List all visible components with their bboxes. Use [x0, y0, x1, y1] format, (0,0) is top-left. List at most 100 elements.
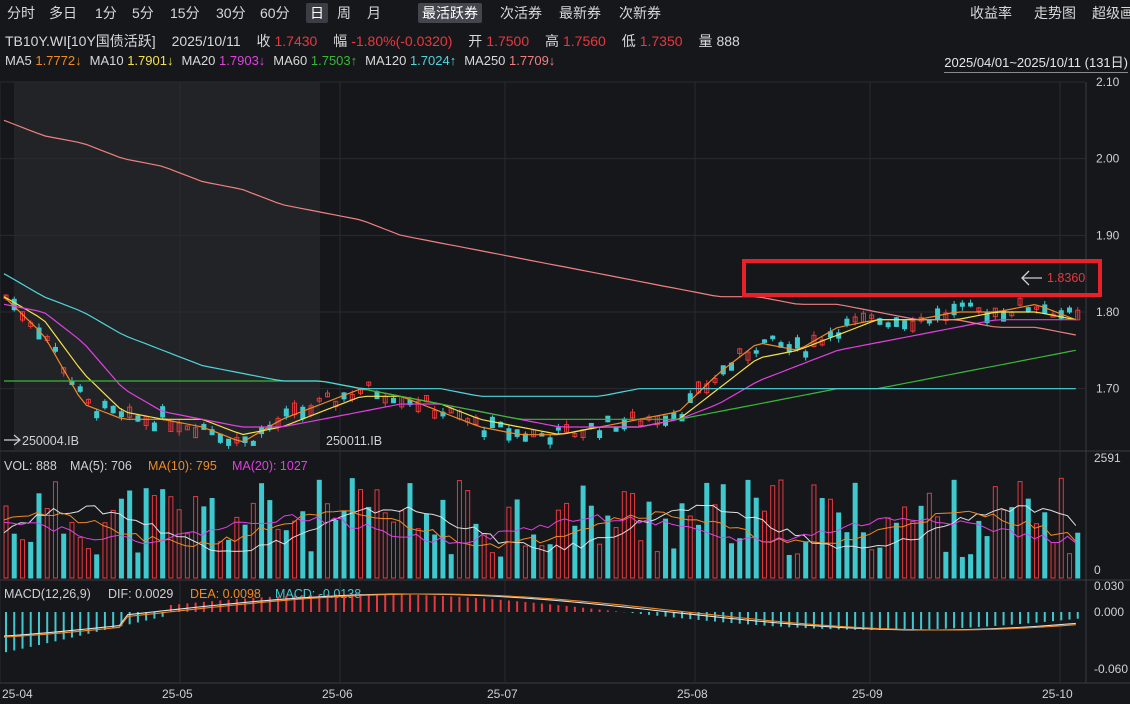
- volume-ma5: MA(5): 706: [70, 459, 132, 473]
- candle-body: [102, 400, 108, 409]
- ma-legend-ma120: MA120 1.7024↑: [365, 53, 457, 68]
- volume-bar: [646, 501, 652, 579]
- volume-bar: [473, 523, 479, 579]
- low-value: 1.7350: [639, 33, 683, 49]
- volume-bar: [481, 533, 487, 579]
- candle-body: [770, 335, 776, 340]
- volume-bar: [728, 543, 734, 579]
- volume-ma-line: [3, 514, 1077, 545]
- volume-bar: [959, 556, 965, 579]
- candle-body: [110, 405, 116, 414]
- volume-bar: [943, 551, 949, 579]
- candle-body: [481, 430, 487, 438]
- candle-body: [374, 391, 380, 400]
- volume-bar: [992, 486, 998, 579]
- volume-bar: [786, 554, 792, 579]
- volume-bar: [52, 481, 58, 579]
- bond-group-tab-2[interactable]: 最新券: [559, 5, 601, 21]
- candle-body: [151, 422, 157, 432]
- candle-body: [811, 334, 817, 348]
- right-link-0[interactable]: 收益率: [970, 5, 1012, 21]
- volume-bar: [3, 505, 9, 579]
- volume-bar: [226, 539, 232, 579]
- high-label: 高: [545, 33, 559, 49]
- volume-bar: [69, 521, 75, 579]
- volume-bar: [827, 498, 833, 579]
- volume-bar: [250, 502, 256, 579]
- toolbar: 分时 多日 1分 5分 15分 30分 60分日周月 最活跃券 次活券 最新券 次新券 收益率 走势图超…: [0, 0, 1130, 26]
- volume-bar: [531, 534, 537, 579]
- candle-body: [506, 428, 512, 441]
- period-tab-2[interactable]: 1分: [95, 5, 117, 21]
- period-tab-6[interactable]: 60分: [260, 5, 290, 21]
- x-axis-label: 25-04: [2, 687, 33, 701]
- period-tab-9[interactable]: 月: [367, 5, 381, 21]
- bond-group-tab-1[interactable]: 次活券: [500, 5, 542, 21]
- volume-bar: [498, 556, 504, 579]
- volume-bar: [968, 554, 974, 579]
- volume-bar: [19, 539, 25, 579]
- period-tab-5[interactable]: 30分: [216, 5, 246, 21]
- volume-bar: [696, 524, 702, 579]
- candle-body: [226, 438, 232, 446]
- volume-bar: [308, 551, 314, 579]
- candle-body: [390, 397, 396, 404]
- volume-bar: [794, 553, 800, 579]
- volume-bar: [613, 527, 619, 579]
- period-tab-1[interactable]: 多日: [49, 5, 77, 21]
- candle-body: [325, 392, 331, 398]
- volume-bar: [852, 482, 858, 579]
- x-axis-label: 25-10: [1042, 687, 1073, 701]
- candle-body: [712, 377, 718, 383]
- date-range-selector[interactable]: 2025/04/01~2025/10/11 (131日): [944, 52, 1128, 73]
- volume-axis-top: 2591: [1094, 451, 1121, 465]
- volume-bar: [61, 533, 67, 579]
- bond-group-tab-0[interactable]: 最活跃券: [418, 3, 482, 23]
- macd-dea: DEA: 0.0098: [190, 587, 261, 601]
- right-link-2[interactable]: 超级画: [1092, 5, 1130, 21]
- volume-bar: [976, 520, 982, 579]
- volume-bar: [259, 483, 265, 579]
- candle-body: [935, 308, 941, 319]
- volume-bar: [803, 542, 809, 579]
- volume-bar: [869, 549, 875, 579]
- macd-line: [3, 593, 1076, 638]
- candle-body: [1025, 307, 1031, 312]
- volume-bar: [390, 521, 396, 579]
- volume-bar: [621, 491, 627, 579]
- candle-body: [1034, 306, 1040, 310]
- candle-body: [753, 350, 759, 354]
- macd-axis-label: 0.030: [1094, 579, 1124, 593]
- volume-bar: [209, 498, 215, 579]
- period-tab-3[interactable]: 5分: [132, 5, 154, 21]
- volume-bar: [811, 484, 817, 579]
- bond-group-tab-3[interactable]: 次新券: [619, 5, 661, 21]
- price-tick-label: 2.00: [1096, 152, 1120, 166]
- volume-bar: [984, 536, 990, 579]
- volume-bar: [539, 545, 545, 579]
- x-axis-label: 25-05: [162, 687, 193, 701]
- right-link-1[interactable]: 走势图: [1034, 5, 1076, 21]
- candle-body: [77, 386, 83, 392]
- volume-bar: [374, 489, 380, 579]
- ma-legend-ma20: MA20 1.7903↓: [181, 53, 266, 68]
- candle-body: [794, 337, 800, 349]
- volume-bar: [951, 479, 957, 579]
- period-tab-8[interactable]: 周: [337, 5, 351, 21]
- volume-bar: [860, 532, 866, 579]
- volume-bar: [168, 496, 174, 579]
- bond-label: 250004.IB: [22, 434, 79, 448]
- volume-bar: [902, 506, 908, 579]
- volume-bar: [316, 479, 322, 579]
- volume-bar: [102, 522, 108, 579]
- period-tab-0[interactable]: 分时: [7, 5, 35, 21]
- volume-bar: [885, 517, 891, 579]
- period-tab-4[interactable]: 15分: [170, 5, 200, 21]
- volume-bar: [877, 547, 883, 579]
- candle-body: [564, 424, 570, 433]
- period-tab-7[interactable]: 日: [306, 3, 328, 23]
- candle-body: [217, 433, 223, 443]
- candle-body: [1075, 309, 1081, 321]
- ma-line-ma120: [3, 273, 1076, 397]
